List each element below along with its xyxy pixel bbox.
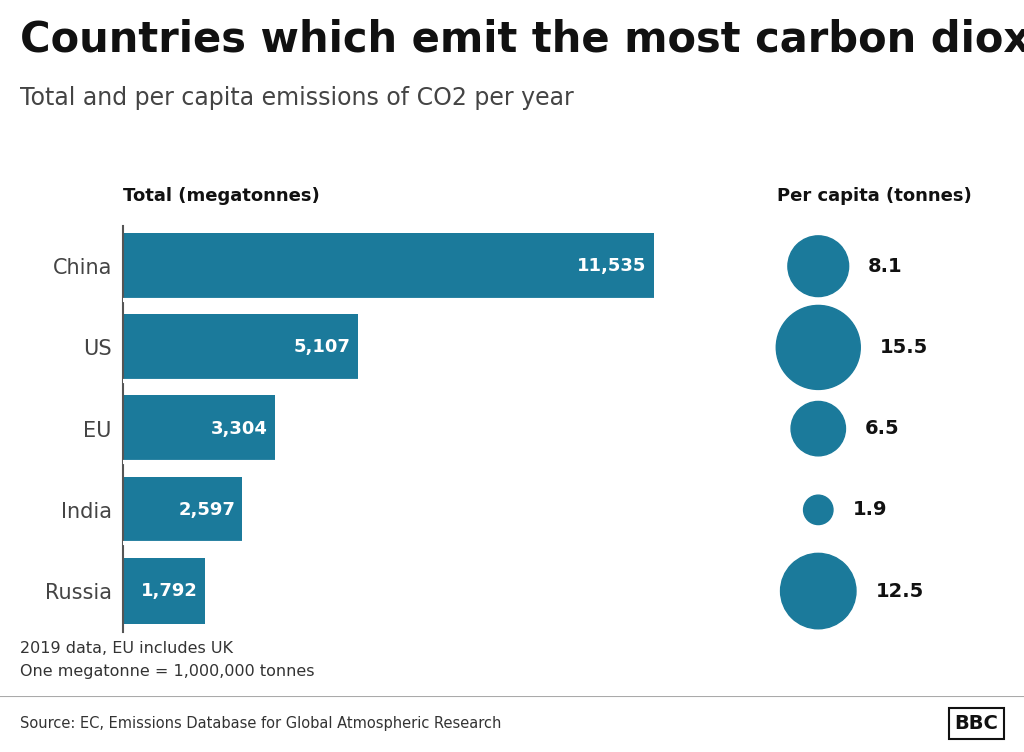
Text: Total and per capita emissions of CO2 per year: Total and per capita emissions of CO2 pe… xyxy=(20,86,574,111)
Bar xyxy=(123,477,243,543)
Text: 6.5: 6.5 xyxy=(865,419,900,438)
Text: Per capita (tonnes): Per capita (tonnes) xyxy=(777,187,972,205)
Text: 1,792: 1,792 xyxy=(141,582,198,600)
Bar xyxy=(123,314,358,381)
Text: 2,597: 2,597 xyxy=(178,501,236,519)
Bar xyxy=(123,233,654,299)
Bar xyxy=(123,396,275,462)
Text: BBC: BBC xyxy=(954,714,998,733)
Ellipse shape xyxy=(804,495,833,525)
Text: Countries which emit the most carbon dioxide: Countries which emit the most carbon dio… xyxy=(20,19,1024,61)
Text: 5,107: 5,107 xyxy=(294,338,350,356)
Text: Source: EC, Emissions Database for Global Atmospheric Research: Source: EC, Emissions Database for Globa… xyxy=(20,717,502,731)
Text: 12.5: 12.5 xyxy=(876,581,924,601)
Bar xyxy=(123,558,206,624)
Text: 8.1: 8.1 xyxy=(868,256,903,276)
Text: 11,535: 11,535 xyxy=(578,257,646,275)
Text: 1.9: 1.9 xyxy=(853,500,887,520)
Ellipse shape xyxy=(780,553,856,629)
Ellipse shape xyxy=(776,305,860,390)
Ellipse shape xyxy=(787,236,849,296)
Text: 2019 data, EU includes UK
One megatonne = 1,000,000 tonnes: 2019 data, EU includes UK One megatonne … xyxy=(20,641,315,678)
Text: 15.5: 15.5 xyxy=(880,338,928,357)
Text: 3,304: 3,304 xyxy=(211,420,267,438)
Text: Total (megatonnes): Total (megatonnes) xyxy=(123,187,319,205)
Ellipse shape xyxy=(792,402,846,456)
